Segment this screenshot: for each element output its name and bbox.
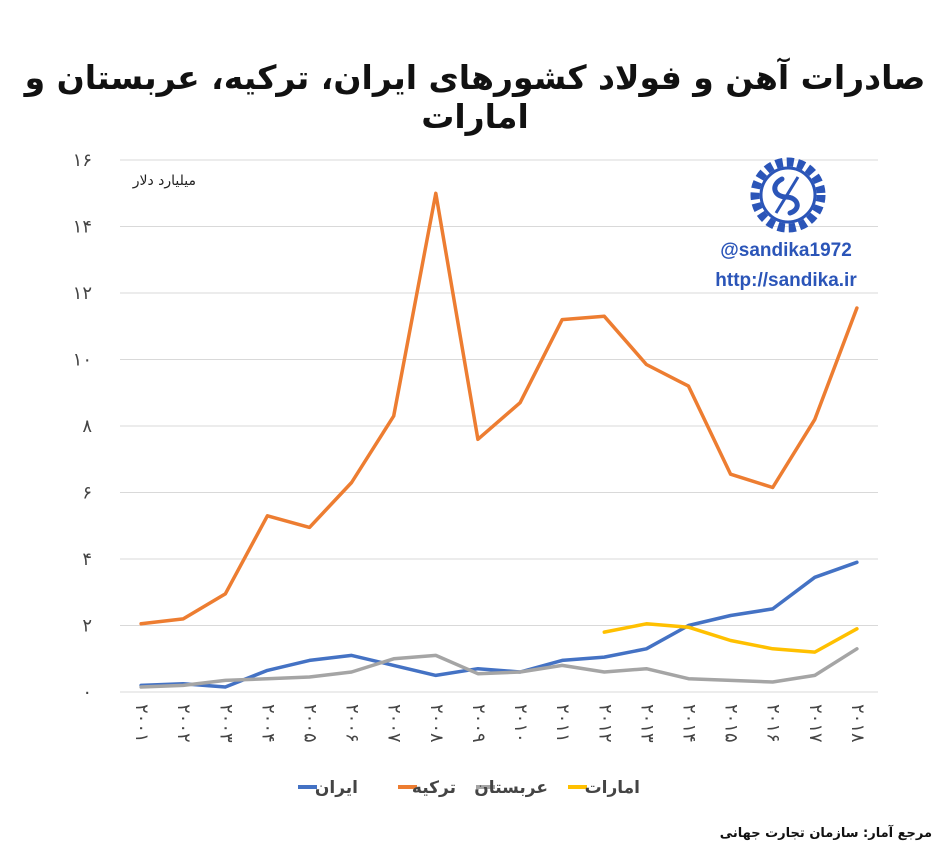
legend: ایران ترکیه عربستان امارات — [298, 778, 640, 798]
legend-label: ترکیه — [412, 778, 456, 798]
gridlines — [120, 159, 878, 693]
x-tick-label: ۲۰۰۸ — [426, 704, 447, 743]
legend-label: امارات — [585, 778, 640, 798]
x-tick-label: ۲۰۱۳ — [636, 704, 657, 743]
x-tick-label: ۲۰۱۵ — [721, 704, 742, 743]
legend-label: عربستان — [474, 778, 548, 798]
series-line — [139, 191, 859, 626]
x-tick-label: ۲۰۱۸ — [847, 704, 868, 743]
x-tick-label: ۲۰۰۴ — [257, 704, 278, 743]
y-tick-label: ۰ — [82, 682, 92, 703]
x-tick-label: ۲۰۰۶ — [342, 704, 363, 743]
y-tick-label: ۶ — [82, 483, 92, 504]
y-tick-label: ۱۰ — [73, 350, 92, 371]
x-tick-label: ۲۰۰۲ — [173, 704, 194, 743]
y-tick-label: ۸ — [82, 416, 92, 437]
data-source-note: مرجع آمار: سازمان تجارت جهانی — [719, 826, 932, 841]
series-lines — [139, 191, 859, 689]
x-tick-label: ۲۰۰۱ — [131, 704, 152, 743]
series-line — [139, 647, 859, 689]
chart-title: صادرات آهن و فولاد کشورهای ایران، ترکیه،… — [24, 58, 926, 136]
y-axis-label: میلیارد دلار — [132, 173, 196, 189]
y-tick-label: ۱۶ — [73, 150, 92, 171]
x-tick-label: ۲۰۰۳ — [215, 704, 236, 743]
x-tick-label: ۲۰۰۵ — [300, 704, 321, 743]
legend-label: ایران — [315, 778, 358, 798]
sandika-logo-icon — [750, 157, 826, 233]
series-line — [139, 560, 859, 689]
x-tick-label: ۲۰۱۲ — [594, 704, 615, 743]
x-tick-label: ۲۰۰۷ — [384, 704, 405, 743]
x-tick-label: ۲۰۱۷ — [805, 704, 826, 743]
y-tick-label: ۱۲ — [73, 283, 92, 304]
y-tick-label: ۲ — [82, 616, 92, 637]
series-line — [602, 622, 859, 654]
y-tick-label: ۱۴ — [73, 217, 92, 238]
watermark-handle: @sandika1972 — [720, 240, 852, 261]
y-axis-ticks: ۰ ۲ ۴ ۶ ۸ ۱۰ ۱۲ ۱۴ ۱۶ — [73, 150, 93, 703]
x-tick-label: ۲۰۱۴ — [679, 704, 700, 743]
x-tick-label: ۲۰۱۱ — [552, 704, 573, 743]
x-tick-label: ۲۰۱۰ — [510, 704, 531, 743]
x-tick-label: ۲۰۰۹ — [468, 704, 489, 743]
x-tick-label: ۲۰۱۶ — [763, 704, 784, 743]
x-axis-ticks: ۲۰۰۱ ۲۰۰۲ ۲۰۰۳ ۲۰۰۴ ۲۰۰۵ ۲۰۰۶ ۲۰۰۷ ۲۰۰۸ ۲۰۰۹ ۲۰۱۰… — [131, 704, 868, 743]
watermark-url: http://sandika.ir — [715, 270, 857, 291]
y-tick-label: ۴ — [82, 549, 92, 570]
